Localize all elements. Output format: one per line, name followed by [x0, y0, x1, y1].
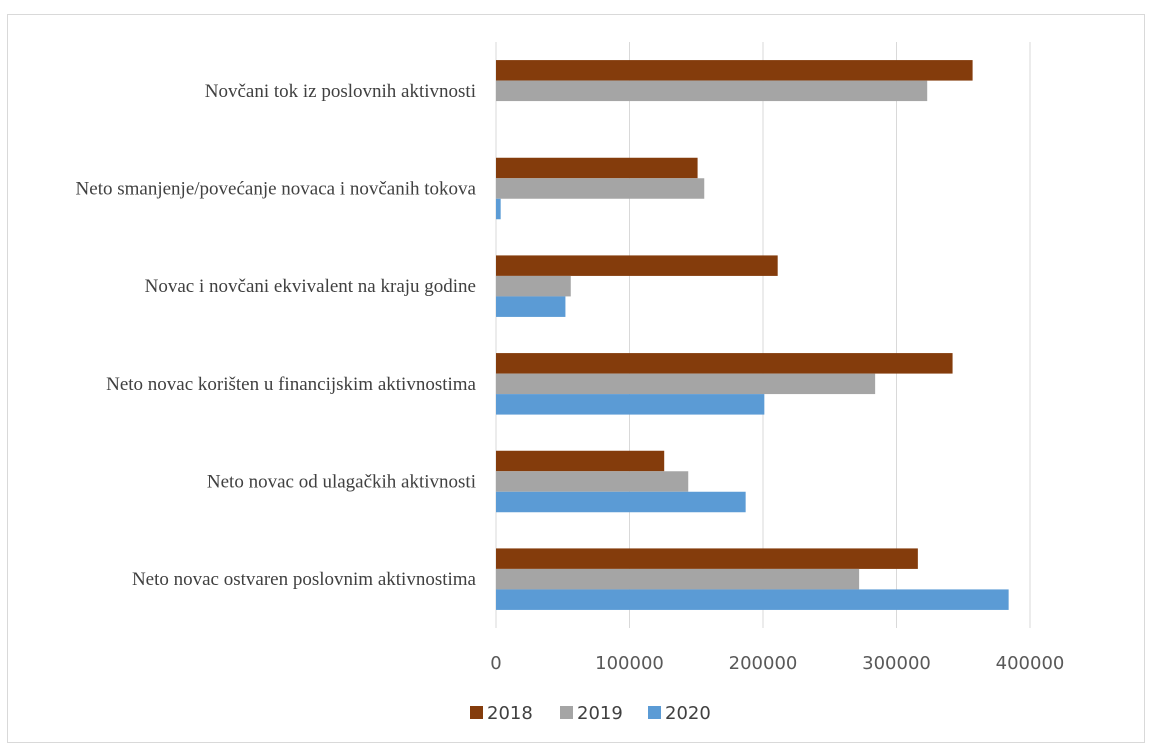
chart-frame — [7, 14, 1145, 743]
bar-2018 — [496, 60, 973, 81]
legend-swatch-2019 — [560, 706, 573, 719]
bar-2018 — [496, 353, 953, 374]
bar-2019 — [496, 471, 689, 492]
category-label: Neto novac korišten u financijskim aktiv… — [106, 374, 476, 395]
category-label: Neto novac od ulagačkih aktivnosti — [207, 472, 476, 493]
bar-2019 — [496, 275, 571, 297]
bar-2020 — [496, 491, 746, 513]
legend-label: 2018 — [487, 703, 533, 724]
bar-2019 — [496, 80, 928, 102]
legend-label: 2019 — [577, 703, 623, 724]
bar-2020 — [496, 589, 1009, 610]
category-label: Novac i novčani ekvivalent na kraju godi… — [145, 276, 476, 297]
bar-2018 — [496, 548, 918, 569]
category-label: Novčani tok iz poslovnih aktivnosti — [205, 81, 476, 102]
bar-2019 — [496, 178, 705, 199]
x-tick-label: 200000 — [729, 653, 798, 674]
category-label: Neto novac ostvaren poslovnim aktivnosti… — [132, 569, 477, 590]
legend-label: 2020 — [665, 703, 711, 724]
legend-swatch-2018 — [470, 706, 483, 719]
bar-2020 — [496, 394, 765, 415]
bar-2018 — [496, 450, 665, 472]
bar-2018 — [496, 255, 778, 276]
x-tick-label: 100000 — [595, 653, 664, 674]
bar-2019 — [496, 568, 860, 590]
x-tick-label: 300000 — [862, 653, 931, 674]
bar-2018 — [496, 157, 698, 179]
x-tick-label: 400000 — [996, 653, 1065, 674]
legend-swatch-2020 — [648, 706, 661, 719]
bar-2019 — [496, 373, 876, 395]
category-label: Neto smanjenje/povećanje novaca i novčan… — [76, 179, 477, 200]
bar-2020 — [496, 296, 566, 317]
x-tick-label: 0 — [490, 653, 501, 674]
bar-2020 — [496, 198, 501, 220]
